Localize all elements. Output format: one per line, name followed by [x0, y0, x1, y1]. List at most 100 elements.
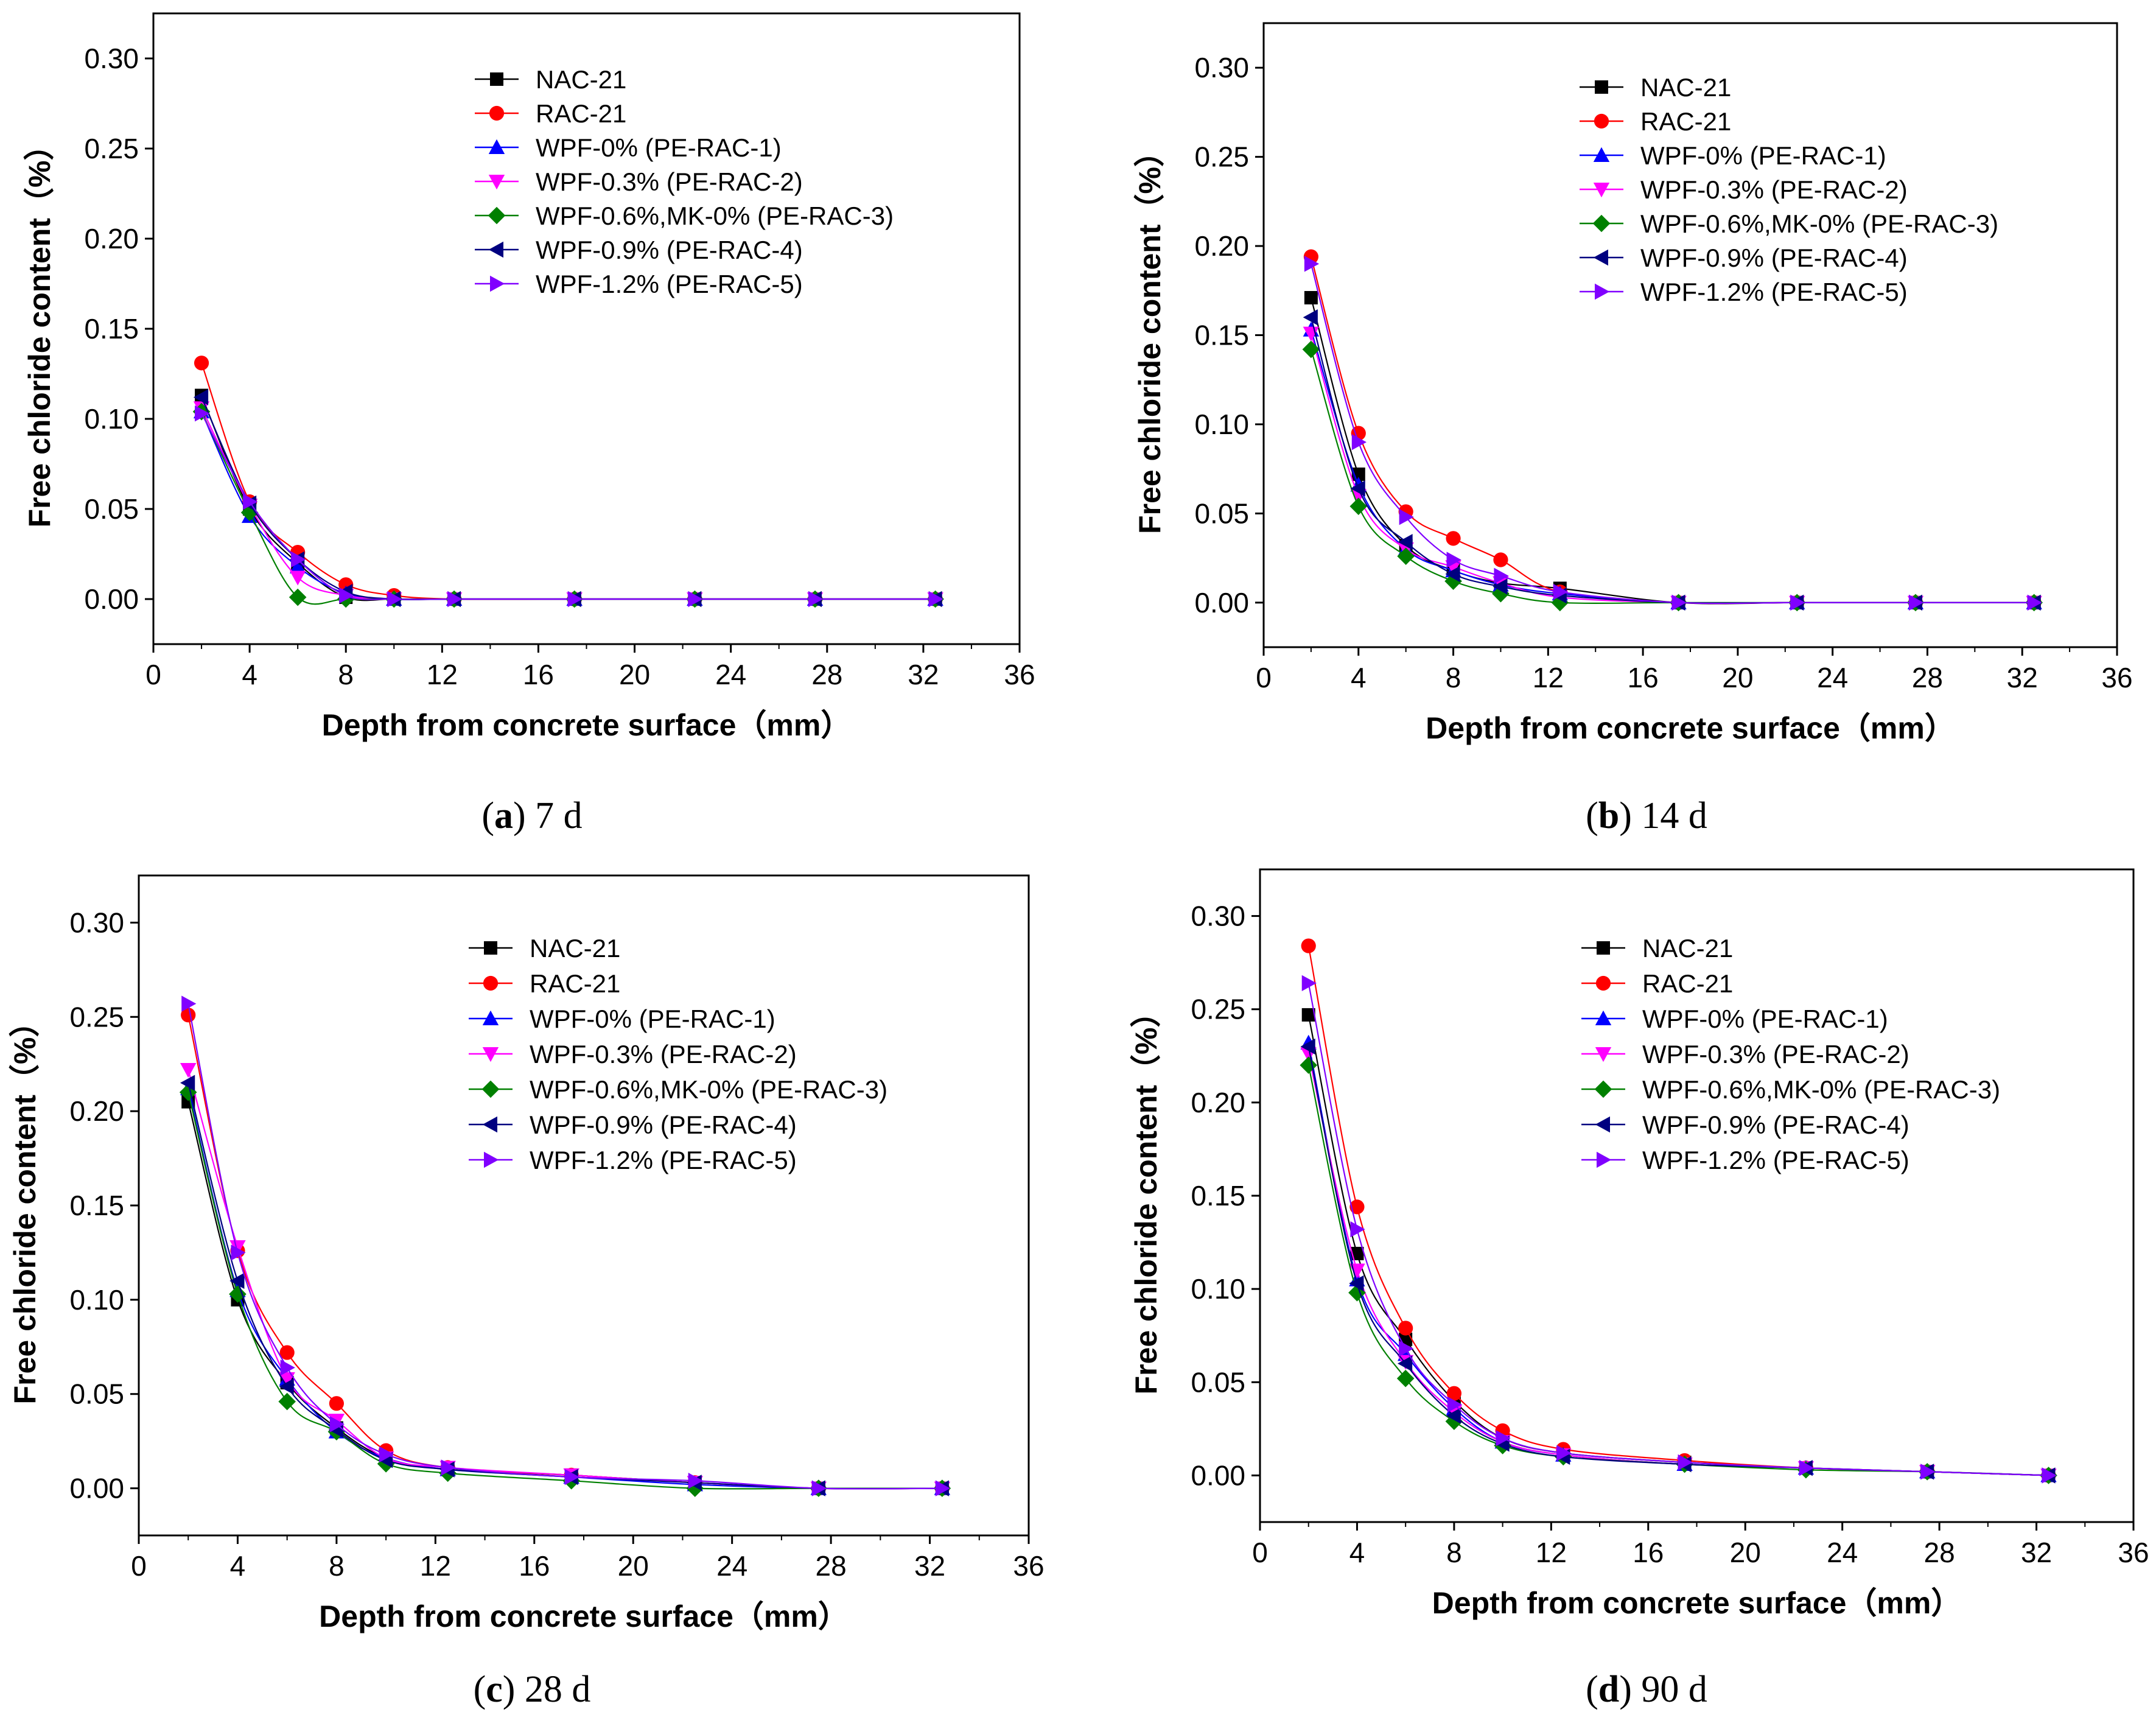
x-tick-label: 24 [716, 1550, 747, 1582]
y-tick-label: 0.20 [1191, 1087, 1245, 1118]
legend-label: RAC-21 [1642, 969, 1733, 998]
data-point [1908, 594, 1924, 611]
series-line [1310, 297, 2034, 605]
data-point [289, 588, 307, 606]
x-tick-label: 16 [519, 1550, 550, 1582]
y-tick-label: 0.30 [1194, 52, 1249, 83]
x-axis-title: Depth from concrete surface（mm） [1426, 711, 1955, 745]
x-tick-label: 20 [1730, 1537, 1761, 1568]
x-axis-title: Depth from concrete surface（mm） [319, 1599, 849, 1633]
legend-marker [482, 1116, 497, 1133]
data-point [243, 493, 258, 510]
legend-marker [1595, 1047, 1612, 1062]
x-tick-label: 0 [145, 659, 161, 690]
x-tick-label: 16 [523, 659, 554, 690]
x-tick-label: 8 [1446, 662, 1461, 693]
data-point [1799, 1459, 1815, 1476]
panel-caption-age: 28 d [515, 1669, 590, 1710]
legend-label: WPF-0% (PE-RAC-1) [1642, 1005, 1888, 1033]
x-tick-label: 8 [329, 1550, 345, 1582]
legend-marker [1597, 1151, 1612, 1168]
y-tick-label: 0.30 [1191, 900, 1245, 932]
data-point [195, 405, 210, 422]
data-point [279, 1378, 294, 1395]
x-tick-label: 16 [1633, 1537, 1664, 1568]
data-point [1397, 547, 1415, 565]
data-point [231, 1244, 246, 1261]
data-point [329, 1416, 345, 1433]
panel-caption: (a) 7 d [481, 795, 582, 837]
legend-marker [1595, 80, 1608, 94]
legend-label: RAC-21 [536, 99, 626, 128]
data-point [194, 356, 209, 371]
chart-panel-d: 0 4 8 12 16 20 24 28 32 36 0.00 0.05 0.10 0.15 0.20 0.2… [1129, 868, 2149, 1710]
x-tick-label: 36 [1004, 659, 1035, 690]
series-line [201, 397, 936, 600]
y-tick-label: 0.15 [1194, 320, 1249, 351]
legend-label: WPF-0% (PE-RAC-1) [530, 1005, 775, 1033]
y-tick-label: 0.00 [1191, 1459, 1245, 1491]
x-tick-label: 12 [1536, 1537, 1567, 1568]
panel-caption-age: 14 d [1632, 795, 1707, 837]
x-tick-label: 0 [1256, 662, 1272, 693]
series-line [1307, 1042, 2049, 1476]
series-line [187, 1082, 942, 1490]
y-tick-label: 0.15 [69, 1190, 124, 1221]
y-tick-label: 0.20 [84, 223, 139, 254]
data-point [567, 591, 583, 608]
data-point [1556, 1445, 1572, 1461]
data-point [1302, 340, 1320, 359]
x-tick-label: 4 [230, 1550, 246, 1582]
y-tick-label: 0.10 [1194, 409, 1249, 440]
legend-marker [1597, 941, 1610, 955]
y-axis-title: Free chloride content（%） [8, 1007, 42, 1405]
data-point [1349, 497, 1368, 515]
x-tick-label: 8 [338, 659, 354, 690]
legend-label: WPF-1.2% (PE-RAC-5) [1642, 1146, 1909, 1174]
legend-label: WPF-0.9% (PE-RAC-4) [1640, 244, 1908, 272]
legend-marker [484, 941, 497, 955]
data-point [1446, 1386, 1461, 1401]
legend-marker [482, 1010, 499, 1025]
data-point [181, 995, 197, 1012]
data-point [1398, 1321, 1413, 1336]
data-point [289, 558, 306, 574]
data-point [1496, 1430, 1511, 1447]
series-line [1310, 333, 2034, 604]
legend-label: NAC-21 [1642, 934, 1733, 963]
x-tick-label: 32 [908, 659, 939, 690]
data-point [1493, 552, 1508, 567]
plot-frame [1259, 868, 2135, 1523]
chart-panel-c: 0 4 8 12 16 20 24 28 32 36 0.00 0.05 0.10 0.15 0.20 0.2… [8, 874, 1045, 1710]
legend-label: WPF-0.3% (PE-RAC-2) [536, 167, 803, 196]
x-tick-label: 28 [1924, 1537, 1955, 1568]
data-point [1445, 566, 1460, 583]
y-tick-label: 0.20 [1194, 230, 1249, 262]
data-point [289, 570, 306, 586]
x-tick-label: 20 [618, 1550, 649, 1582]
chart-panel-b: 0 4 8 12 16 20 24 28 32 36 0.00 0.05 0.10 0.15 0.20 0.2… [1133, 22, 2133, 837]
y-tick-label: 0.05 [1191, 1366, 1245, 1398]
legend-marker [490, 72, 503, 86]
x-tick-label: 8 [1446, 1537, 1462, 1568]
x-tick-label: 36 [2101, 662, 2132, 693]
data-point [278, 1392, 296, 1411]
x-tick-label: 12 [420, 1550, 451, 1582]
data-point [1920, 1464, 1936, 1480]
legend-marker [1595, 975, 1611, 991]
y-tick-label: 0.25 [1194, 141, 1249, 173]
data-point [1301, 975, 1317, 992]
data-point [1446, 531, 1461, 546]
x-tick-label: 28 [811, 659, 842, 690]
x-tick-label: 32 [2021, 1537, 2052, 1568]
data-point [1350, 1221, 1365, 1238]
y-tick-label: 0.10 [69, 1284, 124, 1316]
data-point [1304, 291, 1318, 304]
data-point [1446, 1408, 1461, 1424]
x-axis-title: Depth from concrete surface（mm） [322, 708, 852, 742]
data-point [1300, 1038, 1315, 1055]
data-point [811, 1480, 827, 1496]
data-point [1303, 309, 1318, 326]
y-tick-label: 0.10 [1191, 1273, 1245, 1305]
legend-marker [1594, 113, 1609, 129]
